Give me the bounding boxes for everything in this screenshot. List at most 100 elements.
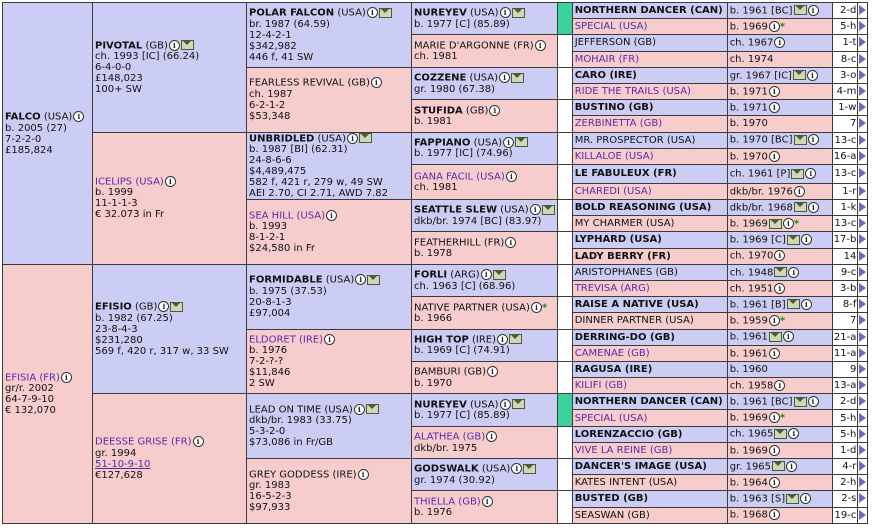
info-icon[interactable]: i: [505, 236, 517, 248]
info-icon[interactable]: i: [529, 204, 541, 216]
horse-name[interactable]: FORMIDABLE: [249, 274, 323, 286]
expand-arrow-icon[interactable]: [859, 266, 867, 277]
expand-arrow-icon[interactable]: [859, 218, 867, 229]
expand-arrow-icon[interactable]: [859, 299, 867, 310]
horse-name[interactable]: NATIVE PARTNER: [414, 302, 499, 314]
expand-arrow-icon[interactable]: [859, 69, 867, 80]
info-icon[interactable]: i: [768, 412, 780, 424]
photo-icon[interactable]: [786, 493, 800, 504]
info-icon[interactable]: i: [774, 379, 786, 391]
info-icon[interactable]: i: [793, 185, 805, 197]
horse-name[interactable]: LE FABULEUX (FR): [574, 168, 677, 180]
info-icon[interactable]: i: [800, 493, 812, 505]
horse-name[interactable]: SEA HILL: [249, 210, 294, 222]
horse-name[interactable]: DERRING-DO (GB): [574, 331, 675, 343]
info-icon[interactable]: i: [788, 266, 800, 278]
info-icon[interactable]: i: [481, 495, 493, 507]
photo-icon[interactable]: [541, 204, 555, 215]
horse-name[interactable]: LEAD ON TIME: [249, 404, 322, 416]
horse-name[interactable]: RAISE A NATIVE (USA): [574, 299, 699, 311]
expand-arrow-icon[interactable]: [859, 477, 867, 488]
info-icon[interactable]: i: [786, 460, 798, 472]
horse-name[interactable]: MY CHARMER (USA): [574, 218, 675, 230]
horse-name[interactable]: CARO (IRE): [574, 69, 637, 81]
photo-icon[interactable]: [170, 301, 184, 312]
horse-name[interactable]: SPECIAL (USA): [574, 412, 648, 424]
horse-name[interactable]: JEFFERSON (GB): [574, 37, 657, 49]
info-icon[interactable]: i: [768, 347, 780, 359]
expand-arrow-icon[interactable]: [859, 493, 867, 504]
expand-arrow-icon[interactable]: [859, 21, 867, 32]
expand-arrow-icon[interactable]: [859, 315, 867, 326]
info-icon[interactable]: i: [192, 436, 204, 448]
photo-icon[interactable]: [786, 234, 800, 245]
info-icon[interactable]: i: [511, 463, 523, 475]
horse-name[interactable]: PIVOTAL: [95, 40, 143, 51]
info-icon[interactable]: i: [800, 234, 812, 246]
info-icon[interactable]: i: [807, 396, 819, 408]
expand-arrow-icon[interactable]: [859, 363, 867, 374]
photo-icon[interactable]: [492, 269, 506, 280]
horse-name[interactable]: ALATHEA: [414, 431, 460, 443]
photo-icon[interactable]: [523, 463, 537, 474]
photo-icon[interactable]: [515, 137, 529, 148]
info-icon[interactable]: i: [480, 269, 492, 281]
photo-icon[interactable]: [509, 334, 523, 345]
horse-name[interactable]: FEATHERHILL: [414, 237, 481, 249]
info-icon[interactable]: i: [73, 111, 85, 123]
photo-icon[interactable]: [359, 133, 373, 143]
info-icon[interactable]: i: [806, 69, 818, 81]
info-icon[interactable]: i: [370, 77, 382, 89]
info-icon[interactable]: i: [768, 101, 780, 113]
info-icon[interactable]: i: [505, 170, 517, 182]
horse-name[interactable]: EFISIO: [95, 301, 132, 313]
expand-arrow-icon[interactable]: [859, 118, 867, 129]
expand-arrow-icon[interactable]: [859, 444, 867, 455]
expand-arrow-icon[interactable]: [859, 412, 867, 423]
expand-arrow-icon[interactable]: [859, 202, 867, 213]
info-icon[interactable]: i: [499, 72, 511, 84]
horse-name[interactable]: CAMENAE (GB): [574, 347, 650, 359]
expand-arrow-icon[interactable]: [859, 509, 867, 520]
expand-arrow-icon[interactable]: [859, 396, 867, 407]
photo-icon[interactable]: [793, 202, 807, 213]
horse-detail[interactable]: 51-10-9-10: [95, 458, 151, 470]
expand-arrow-icon[interactable]: [859, 461, 867, 472]
info-icon[interactable]: i: [805, 168, 817, 180]
expand-arrow-icon[interactable]: [859, 234, 867, 245]
expand-arrow-icon[interactable]: [859, 347, 867, 358]
horse-name[interactable]: MARIE D'ARGONNE: [414, 40, 511, 52]
horse-name[interactable]: EFISIA: [5, 372, 37, 383]
photo-icon[interactable]: [772, 461, 786, 472]
info-icon[interactable]: i: [168, 39, 180, 51]
info-icon[interactable]: i: [499, 398, 511, 410]
horse-name[interactable]: KILLALOE (USA): [574, 150, 654, 162]
info-icon[interactable]: i: [355, 274, 367, 286]
photo-icon[interactable]: [511, 399, 525, 410]
info-icon[interactable]: i: [534, 39, 546, 51]
photo-icon[interactable]: [511, 7, 525, 18]
horse-name[interactable]: ZERBINETTA (GB): [574, 118, 663, 130]
expand-arrow-icon[interactable]: [859, 185, 867, 196]
photo-icon[interactable]: [793, 396, 807, 407]
info-icon[interactable]: i: [807, 134, 819, 146]
expand-arrow-icon[interactable]: [859, 331, 867, 342]
horse-name[interactable]: FAPPIANO: [414, 137, 471, 149]
expand-arrow-icon[interactable]: [859, 150, 867, 161]
horse-name[interactable]: STUFIDA: [414, 105, 463, 117]
photo-icon[interactable]: [792, 70, 806, 81]
horse-name[interactable]: SPECIAL (USA): [574, 21, 648, 33]
horse-name[interactable]: UNBRIDLED: [249, 133, 315, 144]
info-icon[interactable]: i: [768, 150, 780, 162]
info-icon[interactable]: i: [347, 132, 359, 144]
expand-arrow-icon[interactable]: [859, 37, 867, 48]
photo-icon[interactable]: [786, 299, 800, 310]
horse-name[interactable]: NUREYEV: [414, 7, 467, 19]
info-icon[interactable]: i: [768, 315, 780, 327]
horse-name[interactable]: FORLI: [414, 269, 448, 281]
photo-icon[interactable]: [774, 267, 788, 278]
horse-name[interactable]: KILIFI (GB): [574, 380, 628, 392]
info-icon[interactable]: i: [353, 403, 365, 415]
horse-name[interactable]: BOLD REASONING (USA): [574, 202, 712, 214]
horse-name[interactable]: BUSTED (GB): [574, 493, 649, 505]
